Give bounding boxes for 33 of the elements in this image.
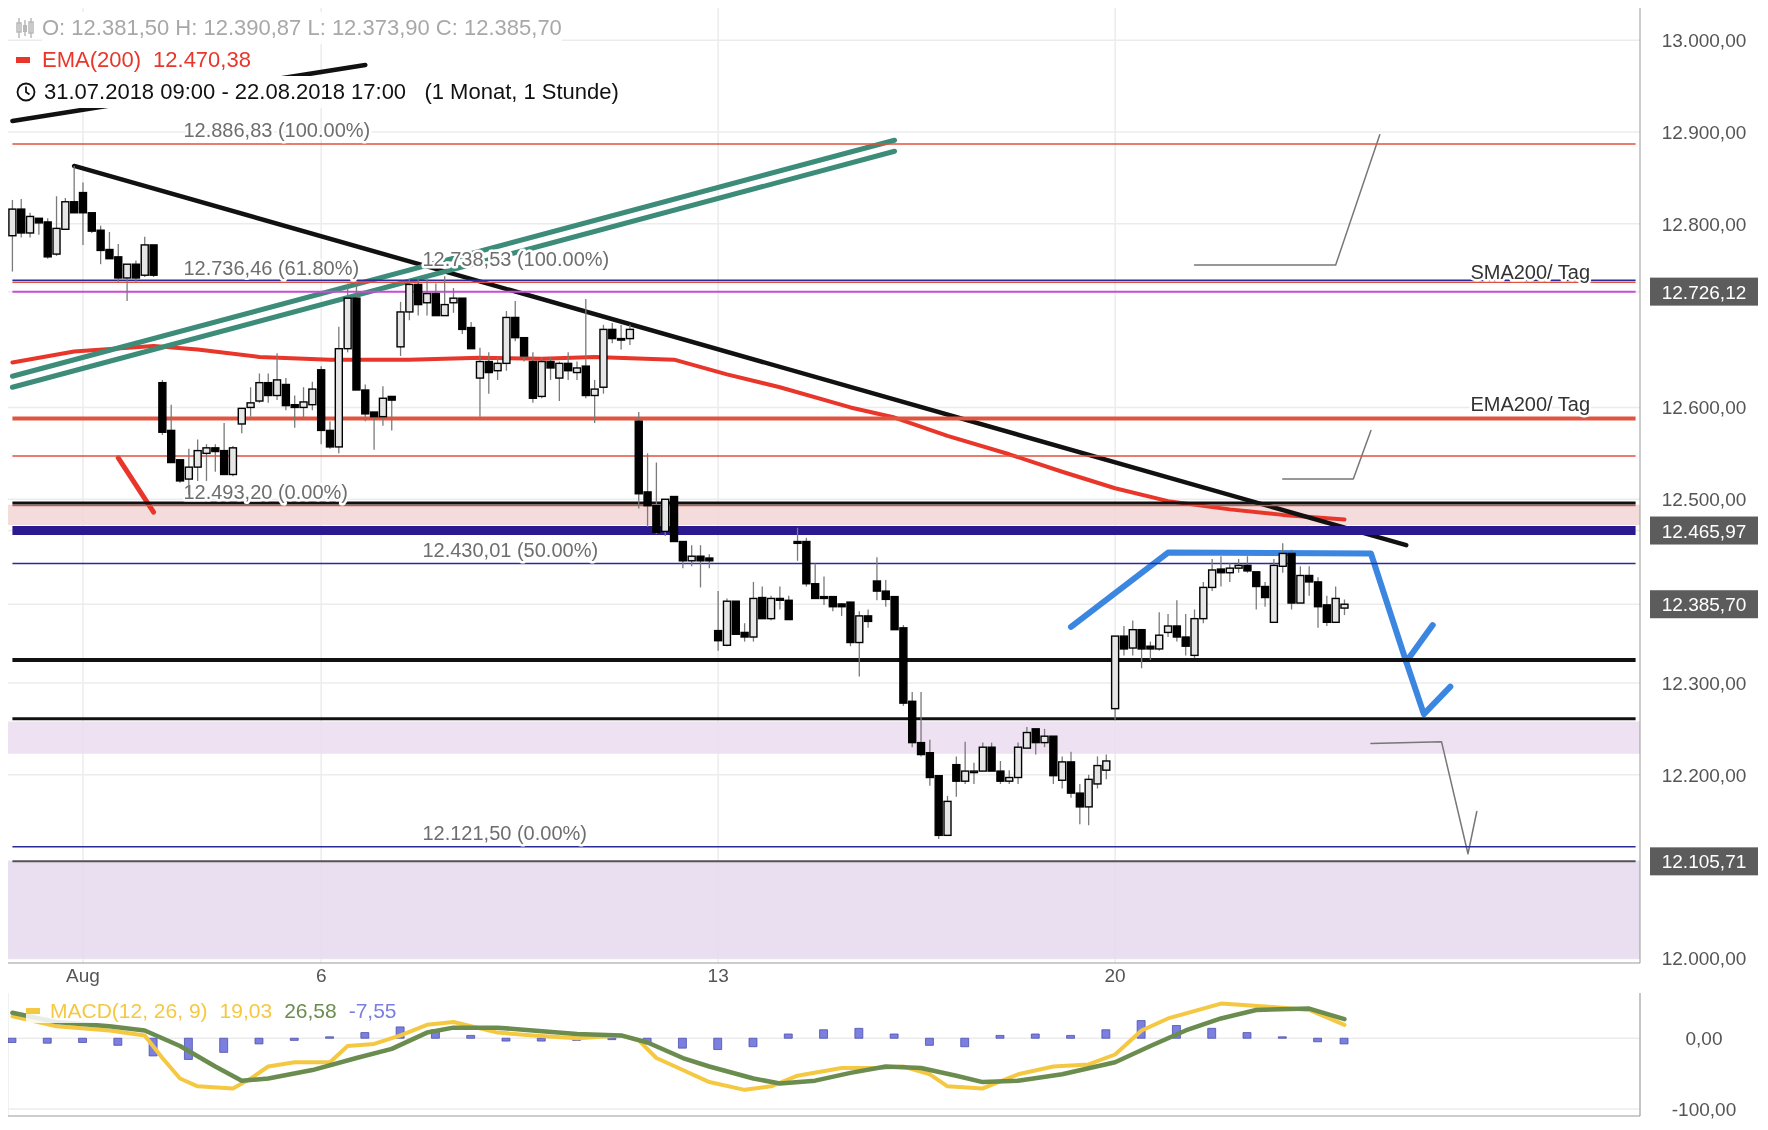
ref-line-label: 12.886,83 (100.00%) bbox=[183, 119, 371, 142]
text: 31.07.2018 09:00 - 22.08.2018 17:00 (1 Monat, 1 Stunde) bbox=[44, 76, 619, 108]
y-tick-label: 12.385,70 bbox=[1661, 594, 1747, 616]
annotation: 19,03 bbox=[219, 999, 273, 1023]
y-tick-label: 12.105,71 bbox=[1661, 851, 1747, 873]
y-tick-label: 12.900,00 bbox=[1661, 121, 1747, 143]
ref-line-label: EMA200/ Tag bbox=[1470, 393, 1591, 416]
annotation: 26,58 bbox=[284, 999, 337, 1023]
y-tick-label: 0,00 bbox=[1685, 1028, 1723, 1050]
ref-line-label: 12.493,20 (0.00%) bbox=[183, 480, 348, 503]
annotation: -7,55 bbox=[348, 999, 397, 1023]
y-tick-label: 12.726,12 bbox=[1661, 281, 1747, 303]
y-tick-label: 13.000,00 bbox=[1661, 30, 1747, 52]
legend-label: MACD(12, 26, 9) bbox=[50, 999, 208, 1023]
annotation: 12.470,38 bbox=[153, 44, 251, 76]
y-tick-label: 12.200,00 bbox=[1661, 764, 1747, 786]
x-tick-label: Aug bbox=[66, 965, 100, 987]
x-tick-label: 13 bbox=[707, 965, 729, 987]
x-tick-label: 6 bbox=[315, 965, 327, 987]
ref-line-label: SMA200/ Tag bbox=[1470, 260, 1591, 283]
y-tick-label: 12.465,97 bbox=[1661, 520, 1747, 542]
y-tick-label: 12.300,00 bbox=[1661, 672, 1747, 694]
x-tick-label: 20 bbox=[1104, 965, 1126, 987]
ref-line-label: 12.736,46 (61.80%) bbox=[183, 257, 360, 280]
y-tick-label: 12.800,00 bbox=[1661, 213, 1747, 235]
ref-line-label: 12.121,50 (0.00%) bbox=[422, 821, 587, 844]
legend-label: EMA(200) bbox=[42, 44, 142, 76]
y-tick-label: 12.600,00 bbox=[1661, 397, 1747, 419]
ref-line-label: 12.430,01 (50.00%) bbox=[422, 538, 599, 561]
chart-title: O: 12.381,50 H: 12.390,87 L: 12.373,90 C: 12.385,70 bbox=[42, 12, 562, 44]
y-tick-label: -100,00 bbox=[1671, 1098, 1737, 1120]
y-tick-label: 12.500,00 bbox=[1661, 489, 1747, 511]
y-tick-label: 12.000,00 bbox=[1661, 948, 1747, 970]
